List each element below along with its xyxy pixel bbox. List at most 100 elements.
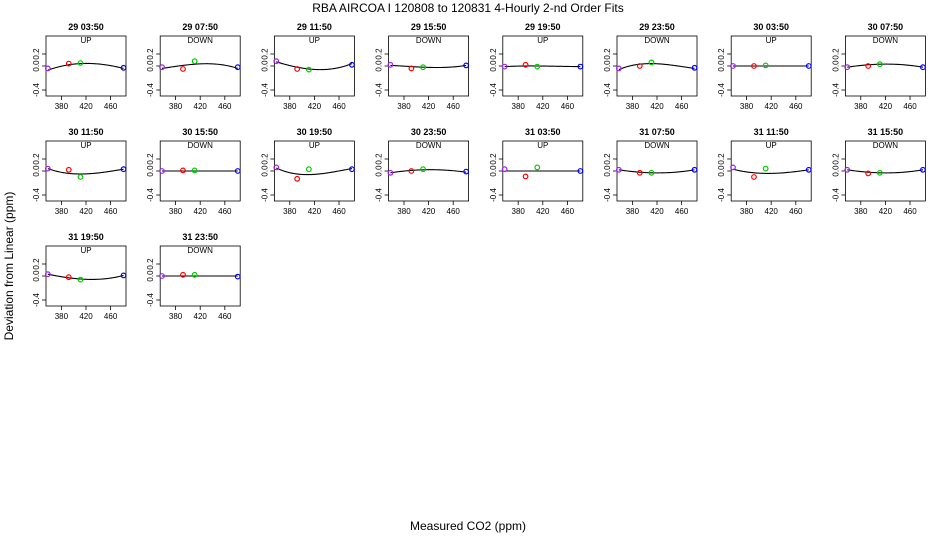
y-tick-label: 0.0 <box>489 60 498 72</box>
panel-frame <box>273 35 355 97</box>
data-point <box>522 61 529 68</box>
x-tick-label: 420 <box>650 207 664 216</box>
data-point <box>408 65 415 72</box>
x-tick-label: 420 <box>536 207 550 216</box>
data-point <box>294 66 301 72</box>
y-tick-label: 0.2 <box>717 153 726 165</box>
x-tick-label: 420 <box>650 102 664 111</box>
y-tick-label: 0.2 <box>146 153 155 165</box>
x-tick-label: 380 <box>169 102 183 111</box>
fit-curve <box>390 64 467 69</box>
fit-curve <box>161 63 238 69</box>
panel-title: 31 03:50 <box>525 127 561 137</box>
y-tick-label: 0.2 <box>831 153 840 165</box>
x-tick-label: 460 <box>675 207 689 216</box>
fit-curve <box>276 61 353 71</box>
fit-curve <box>276 167 353 176</box>
panel: 30 07:50 DOWN -0.4 0.00.2 380 420 460 <box>831 22 926 111</box>
data-point <box>844 166 851 173</box>
panel-direction: UP <box>80 36 91 45</box>
data-point <box>920 64 926 71</box>
data-point <box>191 271 198 278</box>
x-tick-label: 420 <box>79 207 93 216</box>
y-tick-label: -0.4 <box>146 188 155 202</box>
y-tick-label: 0.0 <box>146 270 155 282</box>
data-point <box>77 174 84 180</box>
panel-title: 30 15:50 <box>182 127 218 137</box>
panel-title: 30 11:50 <box>68 127 103 137</box>
x-tick-label: 380 <box>283 102 297 111</box>
x-tick-label: 380 <box>740 207 754 216</box>
x-tick-label: 460 <box>789 207 803 216</box>
x-tick-label: 460 <box>104 312 118 321</box>
data-point <box>159 273 165 279</box>
panel: 29 15:50 DOWN -0.4 0.00.2 380 420 460 <box>375 22 470 111</box>
data-point <box>636 63 643 69</box>
x-tick-label: 420 <box>422 207 436 216</box>
panel: 31 07:50 DOWN -0.4 0.00.2 380 420 460 <box>603 127 698 216</box>
data-point <box>159 168 165 174</box>
data-point <box>730 63 736 69</box>
y-tick-label: 0.2 <box>489 153 498 165</box>
y-tick-label: -0.4 <box>32 188 41 202</box>
data-point <box>805 166 812 173</box>
y-tick-label: 0.0 <box>146 165 155 177</box>
y-tick-label: 0.2 <box>831 48 840 60</box>
data-point <box>65 166 72 173</box>
x-tick-label: 420 <box>194 102 208 111</box>
data-point <box>180 167 186 174</box>
data-point <box>77 60 84 66</box>
y-tick-label: 0.0 <box>32 60 41 72</box>
y-tick-label: 0.2 <box>32 258 41 270</box>
y-tick-label: 0.0 <box>375 165 384 177</box>
panel: 31 23:50 DOWN -0.4 0.00.2 380 420 460 <box>146 232 241 321</box>
data-point <box>273 58 280 65</box>
y-tick-label: -0.4 <box>489 188 498 202</box>
y-tick-label: -0.4 <box>375 83 384 97</box>
y-tick-label: -0.4 <box>603 188 612 202</box>
data-point <box>44 271 51 278</box>
x-tick-label: 420 <box>765 102 779 111</box>
panel: 31 19:50 UP -0.4 0.00.2 380 420 460 <box>32 232 127 321</box>
data-point <box>876 61 883 68</box>
data-point <box>865 170 872 177</box>
data-point <box>920 166 926 173</box>
fit-curve <box>618 169 695 174</box>
x-tick-label: 460 <box>561 102 575 111</box>
y-tick-label: 0.0 <box>831 165 840 177</box>
fit-curve <box>618 63 695 71</box>
y-tick-label: -0.4 <box>146 83 155 97</box>
y-tick-label: 0.0 <box>603 165 612 177</box>
data-point <box>876 169 883 176</box>
x-tick-label: 420 <box>194 207 208 216</box>
x-tick-label: 420 <box>308 102 322 111</box>
panel: 31 15:50 DOWN -0.4 0.00.2 380 420 460 <box>831 127 926 216</box>
data-point <box>387 169 394 176</box>
y-tick-label: 0.2 <box>32 153 41 165</box>
y-tick-label: -0.4 <box>831 83 840 97</box>
panel-title: 31 23:50 <box>182 232 218 242</box>
data-point <box>751 174 757 180</box>
x-tick-label: 380 <box>512 102 526 111</box>
data-point <box>191 58 198 65</box>
fit-curve <box>847 169 924 174</box>
data-point <box>120 166 127 173</box>
x-tick-label: 380 <box>55 312 69 321</box>
data-point <box>501 63 508 70</box>
data-point <box>691 166 698 173</box>
data-point <box>463 62 470 69</box>
x-tick-label: 460 <box>104 207 118 216</box>
y-axis-title: Deviation from Linear (ppm) <box>2 192 16 341</box>
x-tick-label: 460 <box>332 207 346 216</box>
panel-title: 30 07:50 <box>868 22 904 32</box>
x-tick-label: 460 <box>561 207 575 216</box>
y-tick-label: -0.4 <box>717 188 726 202</box>
y-tick-label: 0.2 <box>375 48 384 60</box>
panel-title: 29 07:50 <box>182 22 218 32</box>
panel-direction: DOWN <box>416 36 442 45</box>
y-tick-label: 0.0 <box>717 165 726 177</box>
panel-direction: DOWN <box>644 141 670 150</box>
data-point <box>65 274 72 281</box>
data-point <box>844 64 851 71</box>
panel: 29 19:50 UP -0.4 0.00.2 380 420 460 <box>489 22 584 111</box>
